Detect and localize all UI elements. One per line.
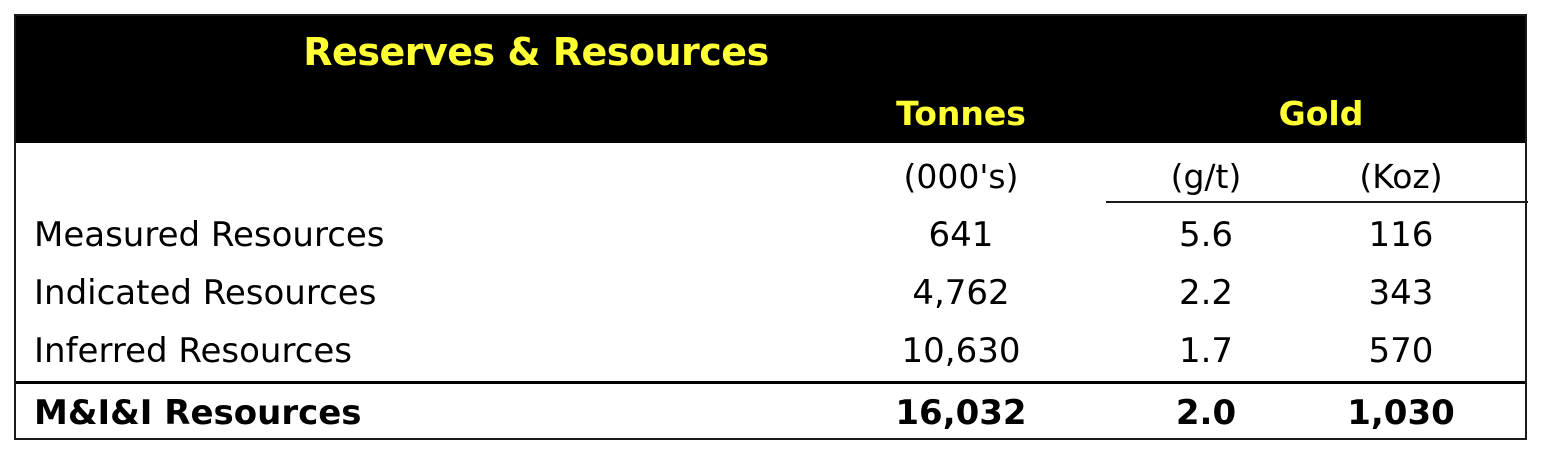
table-row-inferred: Inferred Resources 10,630 1.7 570: [16, 322, 1525, 380]
total-divider: [16, 381, 1525, 384]
cell-grade: 2.2: [1178, 273, 1234, 313]
total-label: M&I&I Resources: [34, 393, 362, 433]
row-label: Measured Resources: [34, 215, 385, 255]
cell-tonnes: 10,630: [901, 331, 1021, 371]
unit-tonnes: (000's): [903, 157, 1019, 196]
cell-koz: 570: [1368, 331, 1434, 371]
row-label: Indicated Resources: [34, 273, 377, 313]
unit-koz: (Koz): [1359, 157, 1443, 196]
column-header-gold: Gold: [1278, 94, 1364, 133]
cell-koz: 116: [1368, 215, 1434, 255]
cell-grade: 1.7: [1178, 331, 1234, 371]
total-koz: 1,030: [1347, 393, 1455, 433]
total-grade: 2.0: [1175, 393, 1237, 433]
total-tonnes: 16,032: [895, 393, 1027, 433]
resources-table: Reserves & Resources Tonnes Gold (000's)…: [14, 14, 1528, 442]
table-title: Reserves & Resources: [303, 30, 769, 74]
table-row-total: M&I&I Resources 16,032 2.0 1,030: [16, 384, 1525, 442]
gold-subheader-rule: [1106, 201, 1528, 203]
table-row-indicated: Indicated Resources 4,762 2.2 343: [16, 264, 1525, 322]
table-row-measured: Measured Resources 641 5.6 116: [16, 206, 1525, 264]
row-label: Inferred Resources: [34, 331, 353, 371]
cell-grade: 5.6: [1178, 215, 1234, 255]
cell-koz: 343: [1368, 273, 1434, 313]
table-header-band: Reserves & Resources Tonnes Gold: [16, 16, 1525, 143]
cell-tonnes: 641: [928, 215, 994, 255]
column-header-tonnes: Tonnes: [896, 94, 1026, 133]
cell-tonnes: 4,762: [912, 273, 1010, 313]
unit-grade: (g/t): [1170, 157, 1242, 196]
